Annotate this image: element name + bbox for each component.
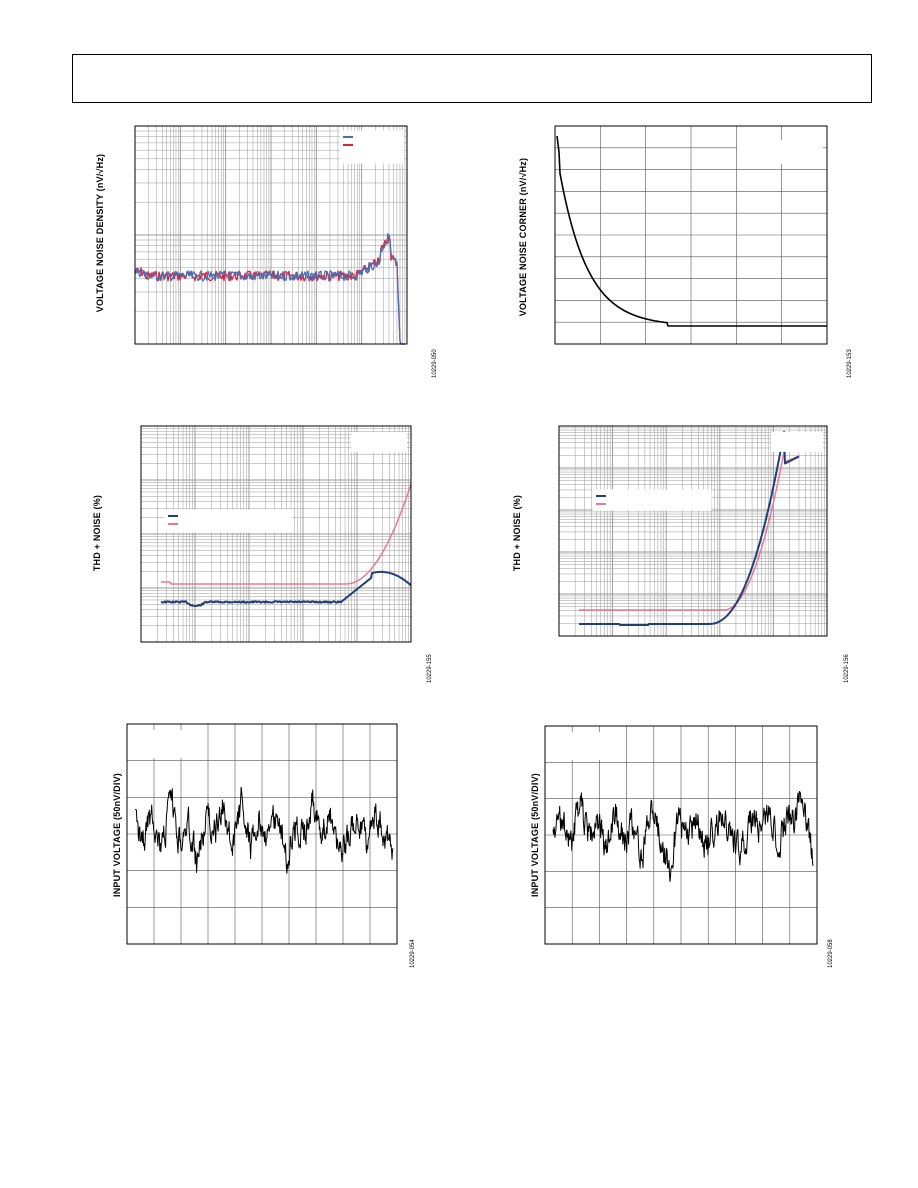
chart3-series-2 (161, 483, 412, 585)
chart2-grid (555, 126, 827, 344)
chart2-ylabel: VOLTAGE NOISE CORNER (nV/√Hz) (518, 157, 528, 317)
chart1-series-1 (134, 232, 405, 345)
chart2-frame (554, 125, 828, 345)
chart2-series-1 (556, 135, 827, 327)
chart6-ylabel: INPUT VOLTAGE (50nV/DIV) (530, 773, 540, 897)
chart4-frame (558, 425, 828, 637)
chart3-legend (164, 509, 292, 533)
chart4-thd-noise-vs-amplitude (558, 425, 828, 637)
chart4-figure-number: 10229-156 (844, 654, 850, 683)
chart4-series-2 (579, 450, 800, 611)
chart6-figure-number: 10229-058 (828, 939, 834, 968)
chart5-scale-box (151, 730, 207, 758)
chart2-legend (737, 140, 823, 164)
chart2-figure-number: 10229-153 (847, 349, 853, 378)
chart5-frame (126, 723, 398, 945)
chart1-voltage-noise-density (134, 125, 408, 345)
chart4-ylabel: THD + NOISE (%) (512, 494, 522, 572)
chart1-frame (134, 125, 408, 345)
chart6-grid (545, 726, 817, 944)
chart2-voltage-noise-corner (554, 125, 828, 345)
chart1-figure-number: 10229-050 (432, 349, 438, 378)
chart4-title-box (771, 432, 823, 452)
chart5-figure-number: 10229-054 (410, 939, 416, 968)
chart3-figure-number: 10229-155 (427, 654, 433, 683)
chart6-scale-box (569, 732, 625, 760)
chart4-legend (592, 489, 712, 511)
chart5-series-1 (135, 786, 394, 874)
chart1-ylabel: VOLTAGE NOISE DENSITY (nV/√Hz) (95, 153, 105, 313)
chart6-series-1 (552, 790, 814, 882)
chart4-series-1 (579, 431, 800, 626)
chart5-ylabel: INPUT VOLTAGE (50nV/DIV) (112, 773, 122, 897)
chart3-title-box (351, 432, 407, 452)
chart3-grid (140, 425, 412, 643)
chart4-grid (558, 425, 828, 637)
chart6-frame (544, 725, 818, 945)
chart6-input-voltage-noise (544, 725, 818, 945)
chart3-frame (140, 425, 412, 643)
chart3-ylabel: THD + NOISE (%) (92, 494, 102, 572)
page-header-box (72, 54, 872, 103)
chart3-series-1 (160, 570, 412, 608)
chart3-thd-noise-vs-frequency (140, 425, 412, 643)
chart1-legend (339, 130, 405, 164)
chart5-input-voltage-noise (126, 723, 398, 945)
